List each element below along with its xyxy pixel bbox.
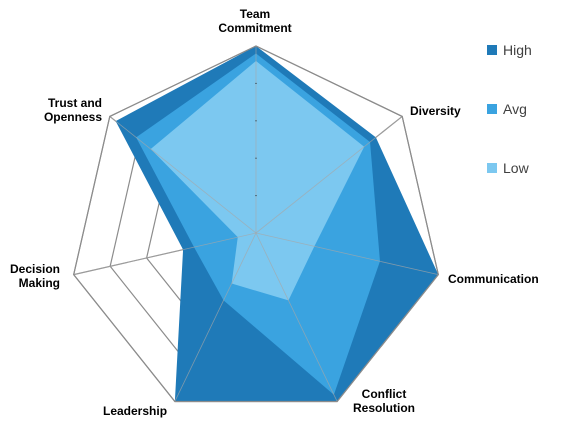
grid-spoke-overlay <box>255 232 338 402</box>
radar-series <box>73 45 439 403</box>
axis-label: Team Commitment <box>218 7 291 35</box>
legend-label: High <box>503 42 532 58</box>
series-area-low <box>150 60 365 301</box>
axis-label: Leadership <box>103 404 167 418</box>
grid-spoke-overlay <box>174 232 257 402</box>
legend: High Avg Low <box>487 42 532 176</box>
grid-spoke-overlay <box>255 232 439 276</box>
grid-spoke-overlay <box>73 232 257 276</box>
axis-labels: Team Commitment Diversity Communication Conf… <box>10 7 539 418</box>
grid-outer-ring <box>73 45 439 403</box>
axis-label: Communication <box>448 272 539 286</box>
legend-label: Low <box>503 160 530 176</box>
axis-label: Diversity <box>410 104 461 118</box>
legend-label: Avg <box>503 101 527 117</box>
axis-label: Decision Making <box>10 262 60 290</box>
grid-spoke-overlay <box>255 116 403 234</box>
grid-spoke-overlay <box>109 116 257 234</box>
axis-label: Trust and Openness <box>44 96 102 124</box>
grid-overlay <box>73 45 439 403</box>
axis-label: Conflict Resolution <box>353 387 415 415</box>
legend-swatch <box>487 45 497 55</box>
legend-swatch <box>487 163 497 173</box>
legend-swatch <box>487 104 497 114</box>
